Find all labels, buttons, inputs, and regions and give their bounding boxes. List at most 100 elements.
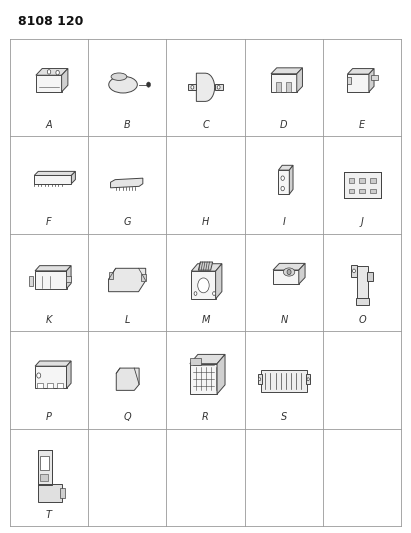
Bar	[359, 178, 365, 183]
Text: C: C	[202, 120, 209, 130]
Polygon shape	[72, 172, 75, 184]
Circle shape	[198, 278, 209, 293]
Circle shape	[281, 176, 284, 180]
Bar	[349, 189, 354, 193]
Polygon shape	[217, 354, 225, 394]
Bar	[109, 272, 113, 279]
Text: F: F	[46, 217, 51, 227]
Polygon shape	[116, 368, 139, 390]
Bar	[40, 456, 49, 470]
Polygon shape	[347, 69, 374, 74]
Polygon shape	[273, 270, 299, 284]
Circle shape	[307, 378, 309, 381]
Text: B: B	[124, 120, 131, 130]
Circle shape	[212, 292, 215, 295]
Polygon shape	[190, 364, 217, 394]
Bar	[215, 84, 223, 90]
Polygon shape	[299, 263, 305, 284]
Polygon shape	[297, 68, 302, 92]
Text: I: I	[282, 217, 285, 227]
Circle shape	[287, 269, 291, 274]
Polygon shape	[35, 366, 67, 389]
Text: E: E	[359, 120, 365, 130]
Text: G: G	[123, 217, 131, 227]
Bar	[37, 383, 43, 388]
Polygon shape	[35, 265, 71, 271]
Bar	[344, 172, 381, 198]
Bar	[261, 370, 307, 392]
Bar	[258, 374, 261, 384]
Polygon shape	[111, 178, 143, 188]
Bar	[367, 272, 372, 280]
Bar	[286, 82, 291, 93]
Bar	[359, 189, 365, 193]
Polygon shape	[347, 74, 369, 92]
Circle shape	[259, 378, 261, 381]
Polygon shape	[199, 262, 212, 270]
Text: K: K	[46, 315, 52, 325]
Text: P: P	[46, 413, 52, 422]
Polygon shape	[191, 264, 222, 271]
Circle shape	[281, 187, 284, 191]
Polygon shape	[35, 271, 67, 289]
Polygon shape	[191, 271, 216, 299]
Bar	[371, 75, 378, 80]
Polygon shape	[109, 268, 145, 292]
Circle shape	[56, 70, 59, 75]
Polygon shape	[196, 73, 215, 101]
Bar	[306, 374, 310, 384]
Polygon shape	[67, 361, 71, 389]
Polygon shape	[67, 265, 71, 289]
Bar	[344, 172, 381, 198]
Polygon shape	[273, 263, 305, 270]
Text: J: J	[361, 217, 364, 227]
Text: H: H	[202, 217, 209, 227]
Ellipse shape	[111, 73, 127, 80]
Bar	[357, 266, 368, 299]
Text: M: M	[201, 315, 210, 325]
Bar	[349, 178, 354, 183]
Bar	[66, 276, 71, 282]
Polygon shape	[271, 74, 297, 92]
Ellipse shape	[109, 76, 137, 93]
Circle shape	[147, 82, 150, 87]
Bar	[370, 189, 376, 193]
Ellipse shape	[283, 268, 295, 276]
Polygon shape	[190, 354, 225, 364]
Text: 8108 120: 8108 120	[18, 14, 83, 28]
Bar	[370, 178, 376, 183]
Polygon shape	[34, 175, 72, 184]
Text: Q: Q	[123, 413, 131, 422]
Bar	[188, 84, 196, 90]
Polygon shape	[216, 264, 222, 299]
Circle shape	[353, 269, 356, 273]
Circle shape	[194, 292, 197, 295]
Circle shape	[191, 85, 194, 89]
Polygon shape	[62, 69, 68, 92]
Circle shape	[37, 373, 41, 378]
Text: S: S	[281, 413, 287, 422]
Bar	[38, 450, 52, 485]
Bar	[351, 265, 357, 277]
Bar	[40, 474, 48, 481]
Polygon shape	[36, 69, 68, 75]
Polygon shape	[36, 75, 62, 92]
Bar	[356, 298, 369, 305]
Circle shape	[217, 85, 220, 89]
Polygon shape	[369, 69, 374, 92]
Polygon shape	[289, 165, 293, 194]
Bar	[60, 488, 65, 498]
Text: A: A	[46, 120, 52, 130]
Text: D: D	[280, 120, 288, 130]
Bar	[190, 358, 201, 365]
Text: O: O	[358, 315, 366, 325]
Polygon shape	[271, 68, 302, 74]
Polygon shape	[278, 170, 289, 194]
Bar	[47, 383, 53, 388]
Bar	[141, 274, 145, 280]
Polygon shape	[34, 172, 75, 175]
Text: N: N	[280, 315, 288, 325]
Bar	[346, 77, 351, 84]
Text: T: T	[46, 510, 52, 520]
Bar	[29, 276, 33, 286]
